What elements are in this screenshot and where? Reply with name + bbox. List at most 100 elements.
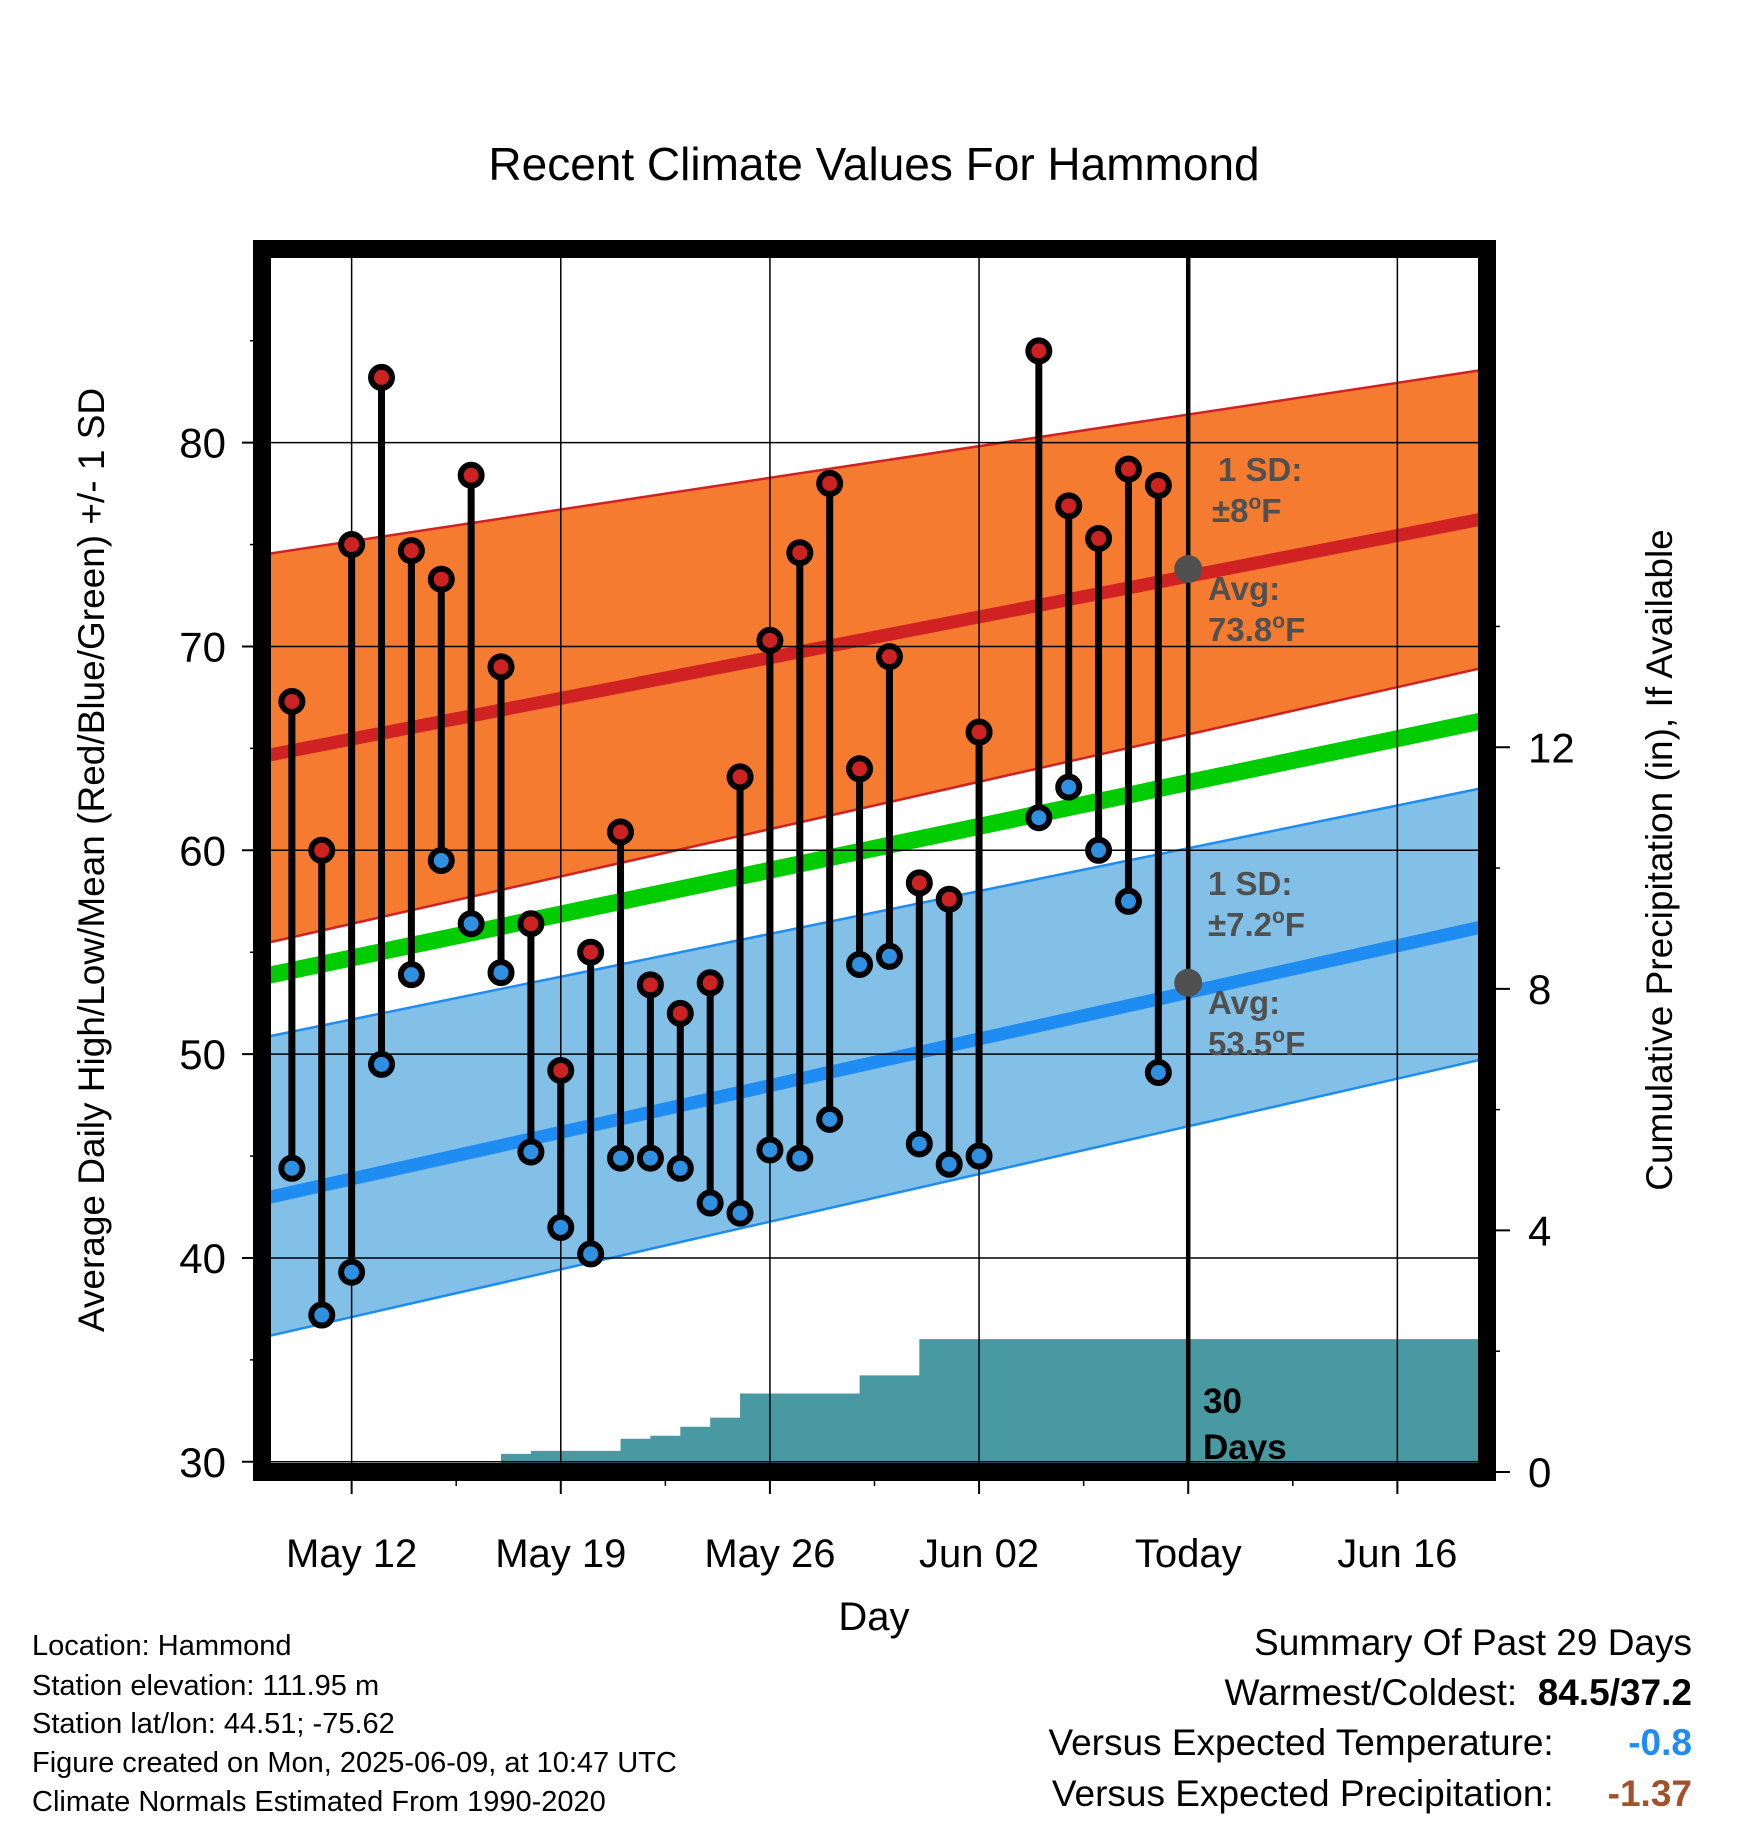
normal-low-line [262, 919, 1487, 1206]
y-tick-label: 40 [179, 1235, 226, 1282]
x-tick-label: May 26 [704, 1532, 835, 1576]
daily-high-point [457, 461, 485, 489]
daily-high-point [786, 539, 814, 567]
summary-precip-label: Versus Expected Precipitation: [1051, 1773, 1554, 1814]
daily-low-point [457, 910, 485, 938]
y-tick-label: 50 [179, 1031, 226, 1078]
high-sd-value: ±8oF [1212, 491, 1281, 529]
high-band-upper-edge [262, 368, 1487, 556]
y2-tick-label: 0 [1528, 1449, 1551, 1496]
x-tick-label: May 12 [286, 1532, 417, 1576]
daily-low-point [726, 1199, 754, 1227]
daily-high-point [816, 469, 844, 497]
low-sd-value: ±7.2oF [1208, 905, 1305, 943]
high-avg-label: Avg: [1208, 570, 1280, 607]
daily-high-point [517, 910, 545, 938]
y2-tick-label: 8 [1528, 966, 1551, 1013]
low-sd-label: 1 SD: [1208, 865, 1292, 902]
daily-low-point [517, 1138, 545, 1166]
low-avg-label: Avg: [1208, 984, 1280, 1021]
summary-temp: Versus Expected Temperature: -0.8 [1048, 1722, 1692, 1764]
daily-low-point [308, 1301, 336, 1329]
summary-precip-value: -1.37 [1607, 1773, 1692, 1814]
daily-high-point [338, 531, 366, 559]
daily-low-point [607, 1144, 635, 1172]
daily-high-point [308, 836, 336, 864]
daily-low-point [1144, 1058, 1172, 1086]
x-tick-label: Jun 16 [1337, 1532, 1457, 1576]
daily-high-point [965, 718, 993, 746]
y-axis-label: Average Daily High/Low/Mean (Red/Blue/Gr… [71, 388, 112, 1332]
daily-low-point [487, 959, 515, 987]
daily-low-point [816, 1105, 844, 1133]
daily-high-point [368, 363, 396, 391]
summary-warmest-label: Warmest/Coldest: [1224, 1672, 1518, 1713]
daily-low-point [397, 961, 425, 989]
high-sd-band [262, 369, 1487, 945]
daily-high-point [726, 763, 754, 791]
daily-low-point [1025, 804, 1053, 832]
daily-high-point [607, 818, 635, 846]
daily-high-point [666, 999, 694, 1027]
daily-low-point [1055, 773, 1083, 801]
daily-low-point [846, 950, 874, 978]
today-low-avg-marker [1174, 968, 1203, 997]
daily-low-point [636, 1144, 664, 1172]
daily-high-point [1144, 471, 1172, 499]
daily-high-point [636, 971, 664, 999]
normal-high-line [262, 511, 1487, 763]
x-tick-label: Jun 02 [919, 1532, 1039, 1576]
daily-low-point [547, 1213, 575, 1241]
x-tick-label: Today [1135, 1532, 1242, 1576]
x-axis-label: Day [838, 1595, 909, 1639]
daily-high-point [427, 565, 455, 593]
daily-high-point [1025, 337, 1053, 365]
daily-low-point [875, 942, 903, 970]
info-location: Location: Hammond [32, 1630, 292, 1662]
high-band-lower-edge [262, 665, 1487, 946]
daily-high-point [547, 1056, 575, 1084]
y2-tick-label: 12 [1528, 724, 1575, 771]
summary-temp-label: Versus Expected Temperature: [1048, 1722, 1554, 1763]
daily-low-point [577, 1240, 605, 1268]
info-elevation: Station elevation: 111.95 m [32, 1670, 380, 1702]
daily-low-point [696, 1189, 724, 1217]
today-high-avg-marker [1174, 555, 1203, 584]
y-tick-label: 80 [179, 420, 226, 467]
y-tick-label: 60 [179, 827, 226, 874]
daily-low-point [278, 1154, 306, 1182]
daily-low-point [368, 1050, 396, 1078]
daily-high-point [846, 755, 874, 783]
daily-high-point [905, 869, 933, 897]
daily-high-point [756, 626, 784, 654]
daily-low-point [427, 847, 455, 874]
daily-low-point [1085, 836, 1113, 864]
y2-axis-label: Cumulative Precipitation (in), If Availa… [1639, 529, 1680, 1191]
low-band-lower-edge [262, 1056, 1487, 1339]
x-tick-label: May 19 [495, 1532, 626, 1576]
daily-high-point [875, 643, 903, 671]
info-latlon: Station lat/lon: 44.51; -75.62 [32, 1708, 395, 1740]
y-tick-label: 70 [179, 623, 226, 670]
daily-high-point [278, 688, 306, 716]
daily-low-point [786, 1144, 814, 1172]
chart-title: Recent Climate Values For Hammond [488, 138, 1259, 190]
precip-window-days-label: Days [1203, 1428, 1287, 1467]
daily-high-point [1055, 492, 1083, 520]
summary-title: Summary Of Past 29 Days [1254, 1622, 1692, 1663]
daily-low-point [1114, 887, 1142, 915]
daily-high-point [487, 653, 515, 681]
daily-high-point [1085, 524, 1113, 552]
info-created: Figure created on Mon, 2025-06-09, at 10… [32, 1747, 677, 1779]
daily-low-point [965, 1142, 993, 1170]
summary-temp-value: -0.8 [1628, 1722, 1692, 1763]
precip-window-label: 30 [1203, 1382, 1242, 1421]
info-normals: Climate Normals Estimated From 1990-2020 [32, 1786, 606, 1818]
low-band-upper-edge [262, 785, 1487, 1040]
daily-low-point [935, 1150, 963, 1178]
summary-warmest: Warmest/Coldest: 84.5/37.2 [1224, 1672, 1692, 1714]
daily-high-point [397, 537, 425, 565]
daily-high-point [1114, 455, 1142, 483]
daily-low-point [905, 1130, 933, 1158]
